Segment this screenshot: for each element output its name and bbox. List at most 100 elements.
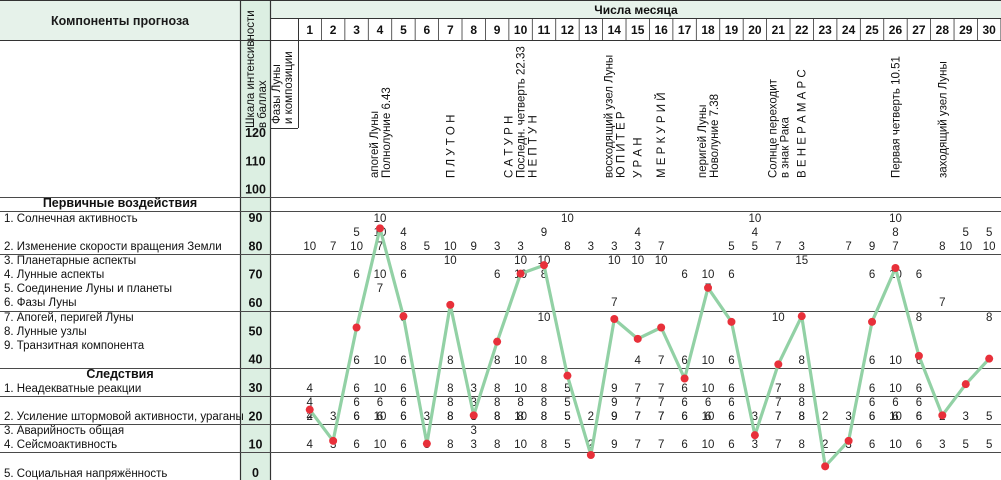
grid-value: 15 — [795, 255, 808, 267]
grid-value: 8 — [541, 269, 547, 281]
section-consequences: Следствия — [86, 367, 153, 381]
grid-value: 3 — [517, 241, 523, 253]
grid-value: 6 — [681, 439, 687, 451]
grid-value: 6 — [728, 439, 734, 451]
event-label: Солнце переходит — [767, 78, 779, 178]
grid-value: 6 — [681, 355, 687, 367]
y-tick-label: 110 — [245, 154, 265, 168]
data-point — [540, 261, 549, 270]
grid-value: 7 — [775, 241, 781, 253]
grid-value: 6 — [892, 411, 898, 423]
grid-value: 3 — [963, 411, 969, 423]
row-labels: Первичные воздействия Следствия 1. Солне… — [4, 196, 244, 480]
grid-value: 7 — [658, 411, 664, 423]
day-number: 17 — [678, 23, 692, 37]
grid-value: 5 — [353, 227, 359, 239]
row-label-earth-rotation: 2. Изменение скорости вращения Земли — [4, 241, 222, 253]
grid-value: 6 — [400, 439, 406, 451]
day-number: 11 — [538, 23, 551, 37]
data-point — [844, 436, 853, 445]
grid-value: 6 — [869, 411, 875, 423]
grid-value: 6 — [869, 269, 875, 281]
event-label: апогей Луны — [369, 111, 381, 178]
grid-value: 9 — [611, 439, 617, 451]
grid-value: 8 — [494, 397, 500, 409]
grid-value: 7 — [635, 411, 641, 423]
grid-value: 9 — [611, 397, 617, 409]
grid-value: 6 — [681, 397, 687, 409]
row-label-solar: 1. Солнечная активность — [4, 213, 138, 225]
grid-value: 9 — [869, 241, 875, 253]
grid-value: 3 — [611, 241, 617, 253]
data-point — [399, 312, 408, 321]
row-label-reactions: 1. Неадекватные реакции — [4, 383, 141, 395]
grid-value: 8 — [541, 383, 547, 395]
grid-value: 8 — [494, 383, 500, 395]
grid-value: 7 — [775, 383, 781, 395]
y-tick-label: 0 — [252, 466, 259, 480]
data-point — [610, 315, 619, 323]
row-label-social: 5. Социальная напряжённость — [4, 468, 167, 480]
grid-value: 4 — [307, 397, 314, 409]
day-number: 5 — [400, 23, 407, 37]
grid-value: 10 — [374, 439, 387, 451]
grid-value: 8 — [541, 411, 547, 423]
grid-value: 3 — [330, 439, 336, 451]
row-label-accidents: 3. Аварийность общая — [4, 425, 124, 437]
y-tick-label: 120 — [245, 126, 266, 140]
grid-value: 7 — [611, 297, 617, 309]
grid-value: 8 — [517, 411, 523, 423]
grid-value: 4 — [400, 227, 407, 239]
grid-value: 6 — [869, 383, 875, 395]
data-point — [586, 451, 595, 459]
grid-value: 8 — [400, 241, 406, 253]
event-label: М Е Р К У Р И Й — [655, 93, 668, 179]
grid-value: 8 — [799, 411, 805, 423]
grid-value: 3 — [471, 397, 477, 409]
grid-value: 7 — [658, 241, 664, 253]
day-number: 20 — [748, 23, 762, 37]
grid-value: 6 — [916, 355, 922, 367]
grid-value: 7 — [658, 383, 664, 395]
scale-title-line-2: в баллах — [257, 80, 269, 128]
data-point — [821, 462, 830, 471]
y-tick-label: 70 — [249, 268, 263, 282]
grid-value: 7 — [658, 355, 664, 367]
grid-value: 6 — [728, 355, 734, 367]
data-point — [891, 264, 900, 272]
day-number: 3 — [353, 23, 360, 37]
grid-value: 6 — [400, 397, 406, 409]
grid-value: 3 — [752, 411, 758, 423]
day-number: 8 — [470, 23, 477, 37]
grid-value: 5 — [728, 241, 734, 253]
grid-value: 8 — [447, 411, 453, 423]
grid-value: 6 — [353, 411, 359, 423]
grid-value: 8 — [799, 355, 805, 367]
day-number: 27 — [912, 23, 926, 37]
grid-value: 8 — [892, 227, 898, 239]
grid-value: 8 — [916, 312, 922, 324]
data-point — [727, 317, 736, 326]
grid-value: 8 — [494, 439, 500, 451]
grid-value: 3 — [471, 383, 477, 395]
grid-values: 10 10 10 10 5 10 4 9 4 4 8 5 5 10 7 10 7 8 5 10 9 3 3 8 3 3 3 7 5 5 7 3… — [303, 213, 995, 451]
series-polyline — [308, 226, 991, 468]
grid-value: 6 — [377, 397, 383, 409]
grid-value: 10 — [889, 213, 902, 225]
grid-value: 2 — [822, 439, 828, 451]
grid-value: 7 — [775, 411, 781, 423]
day-number: 15 — [631, 23, 645, 37]
event-label: У Р А Н — [633, 137, 645, 178]
data-point — [469, 411, 478, 420]
grid-value: 10 — [514, 439, 527, 451]
grid-value: 6 — [916, 411, 922, 423]
event-label: восходящий узел Луны — [603, 55, 615, 178]
data-point — [961, 380, 970, 389]
grid-value: 6 — [681, 411, 687, 423]
event-label: Полнолуние 6.43 — [381, 87, 393, 178]
grid-value: 10 — [374, 269, 387, 281]
data-point — [797, 312, 806, 321]
day-number: 6 — [424, 23, 431, 37]
grid-value: 7 — [775, 411, 781, 423]
grid-value: 4 — [752, 227, 759, 239]
